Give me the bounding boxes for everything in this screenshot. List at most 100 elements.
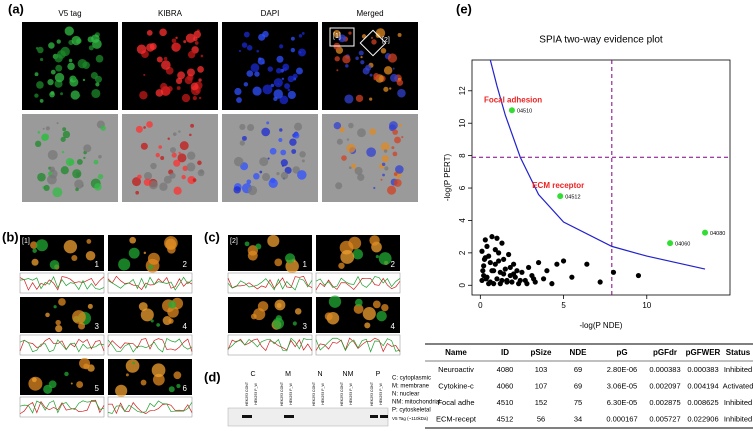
cell-blob [85, 250, 96, 261]
inset-label: [2] [230, 238, 238, 245]
cell-blob [233, 156, 244, 167]
cell-blob [192, 96, 197, 101]
intensity-profile [107, 401, 193, 415]
cell-blob [156, 56, 163, 63]
data-point [501, 256, 507, 262]
lane-label: N [317, 371, 322, 378]
table-cell: Inhibited [724, 365, 752, 374]
cell-blob [292, 166, 300, 174]
cell-blob [143, 251, 147, 255]
cell-blob [380, 142, 390, 152]
data-point [530, 276, 537, 282]
cell-blob [95, 82, 100, 87]
cell-blob [360, 55, 363, 59]
data-point [635, 272, 642, 279]
cell-blob [348, 31, 352, 35]
cell-blob [186, 68, 195, 77]
cell-blob [370, 36, 374, 39]
cell-blob [334, 56, 340, 62]
cell-blob [290, 47, 296, 53]
cell-blob [68, 159, 75, 166]
table-cell: 69 [574, 381, 582, 390]
sublane-label: HEK293 CONT [340, 381, 344, 406]
data-point [525, 264, 532, 271]
cell-blob [46, 174, 57, 185]
data-point [514, 268, 520, 274]
cell-blob [190, 82, 199, 91]
point-name: Focal adhesion [484, 95, 542, 104]
cell-blob [36, 81, 44, 89]
cell-blob [34, 140, 42, 148]
cell-blob [95, 54, 104, 63]
cell-blob [266, 121, 270, 125]
cell-blob [193, 30, 202, 39]
cell-blob [335, 182, 343, 190]
cell-blob [197, 66, 204, 73]
cell-blob [348, 122, 354, 129]
data-point [492, 261, 498, 267]
cell-blob [262, 84, 273, 95]
cell-blob [236, 97, 242, 103]
cell-blob [92, 39, 102, 49]
cell-blob [259, 170, 263, 174]
blot-legend: P: cytoskeletal [392, 408, 431, 414]
cell-blob [362, 307, 376, 321]
cell-blob [71, 254, 78, 262]
y-tick-label: 0 [458, 283, 467, 288]
cell-number: 4 [183, 322, 188, 331]
panel-letter: (c) [204, 229, 220, 244]
cell-blob [152, 373, 165, 386]
cell-blob [346, 143, 356, 153]
data-point [487, 259, 493, 266]
inset-label: [1] [22, 238, 30, 245]
data-point [479, 277, 485, 284]
data-point [584, 261, 590, 267]
table-header: Name [445, 348, 467, 357]
cell-blob [139, 91, 148, 100]
cell-blob [253, 173, 260, 180]
sublane-label: HEK293 P_W [321, 383, 325, 405]
cell-blob [355, 56, 359, 61]
cell-blob [381, 303, 389, 312]
sublane-label: HEK293 P_W [289, 383, 293, 405]
cell-blob [357, 173, 365, 181]
cell-blob [199, 169, 204, 174]
cell-blob [60, 92, 64, 96]
cell-blob [160, 82, 168, 91]
cell-blob [376, 310, 387, 322]
cell-blob [184, 76, 193, 85]
cell-blob [171, 38, 177, 44]
point-name: ECM receptor [532, 181, 584, 190]
data-point [544, 268, 550, 274]
blot-legend: M: membrane [392, 384, 430, 390]
cell-blob [287, 75, 295, 83]
cell-blob [93, 159, 99, 165]
cell-blob [60, 166, 69, 175]
table-cell: 4510 [497, 398, 514, 407]
data-point [597, 279, 603, 285]
cell-blob [301, 159, 305, 163]
profile-box [315, 334, 401, 356]
table-cell: 0.005727 [649, 414, 680, 423]
x-tick-label: 0 [478, 301, 483, 310]
cell-blob [155, 89, 164, 97]
cell-blob [250, 313, 257, 320]
blot-band [380, 415, 388, 418]
cell-number: 1 [303, 260, 308, 269]
cell-blob [54, 54, 63, 63]
data-point [480, 268, 486, 274]
cell-blob [100, 125, 106, 131]
profile-box [107, 272, 193, 294]
cell-blob [382, 173, 385, 177]
blot-legend: NM: mitochondrial [392, 400, 440, 406]
blot-band [284, 415, 294, 418]
cell-blob [56, 39, 61, 44]
cell-blob [45, 312, 50, 318]
table-cell: 4512 [497, 414, 514, 423]
cell-blob [241, 42, 248, 48]
cell-blob [395, 165, 404, 174]
cell-blob [241, 135, 247, 141]
sublane-label: HEK293 P_W [349, 383, 353, 405]
cell-blob [64, 26, 74, 36]
cell-blob [394, 136, 401, 144]
